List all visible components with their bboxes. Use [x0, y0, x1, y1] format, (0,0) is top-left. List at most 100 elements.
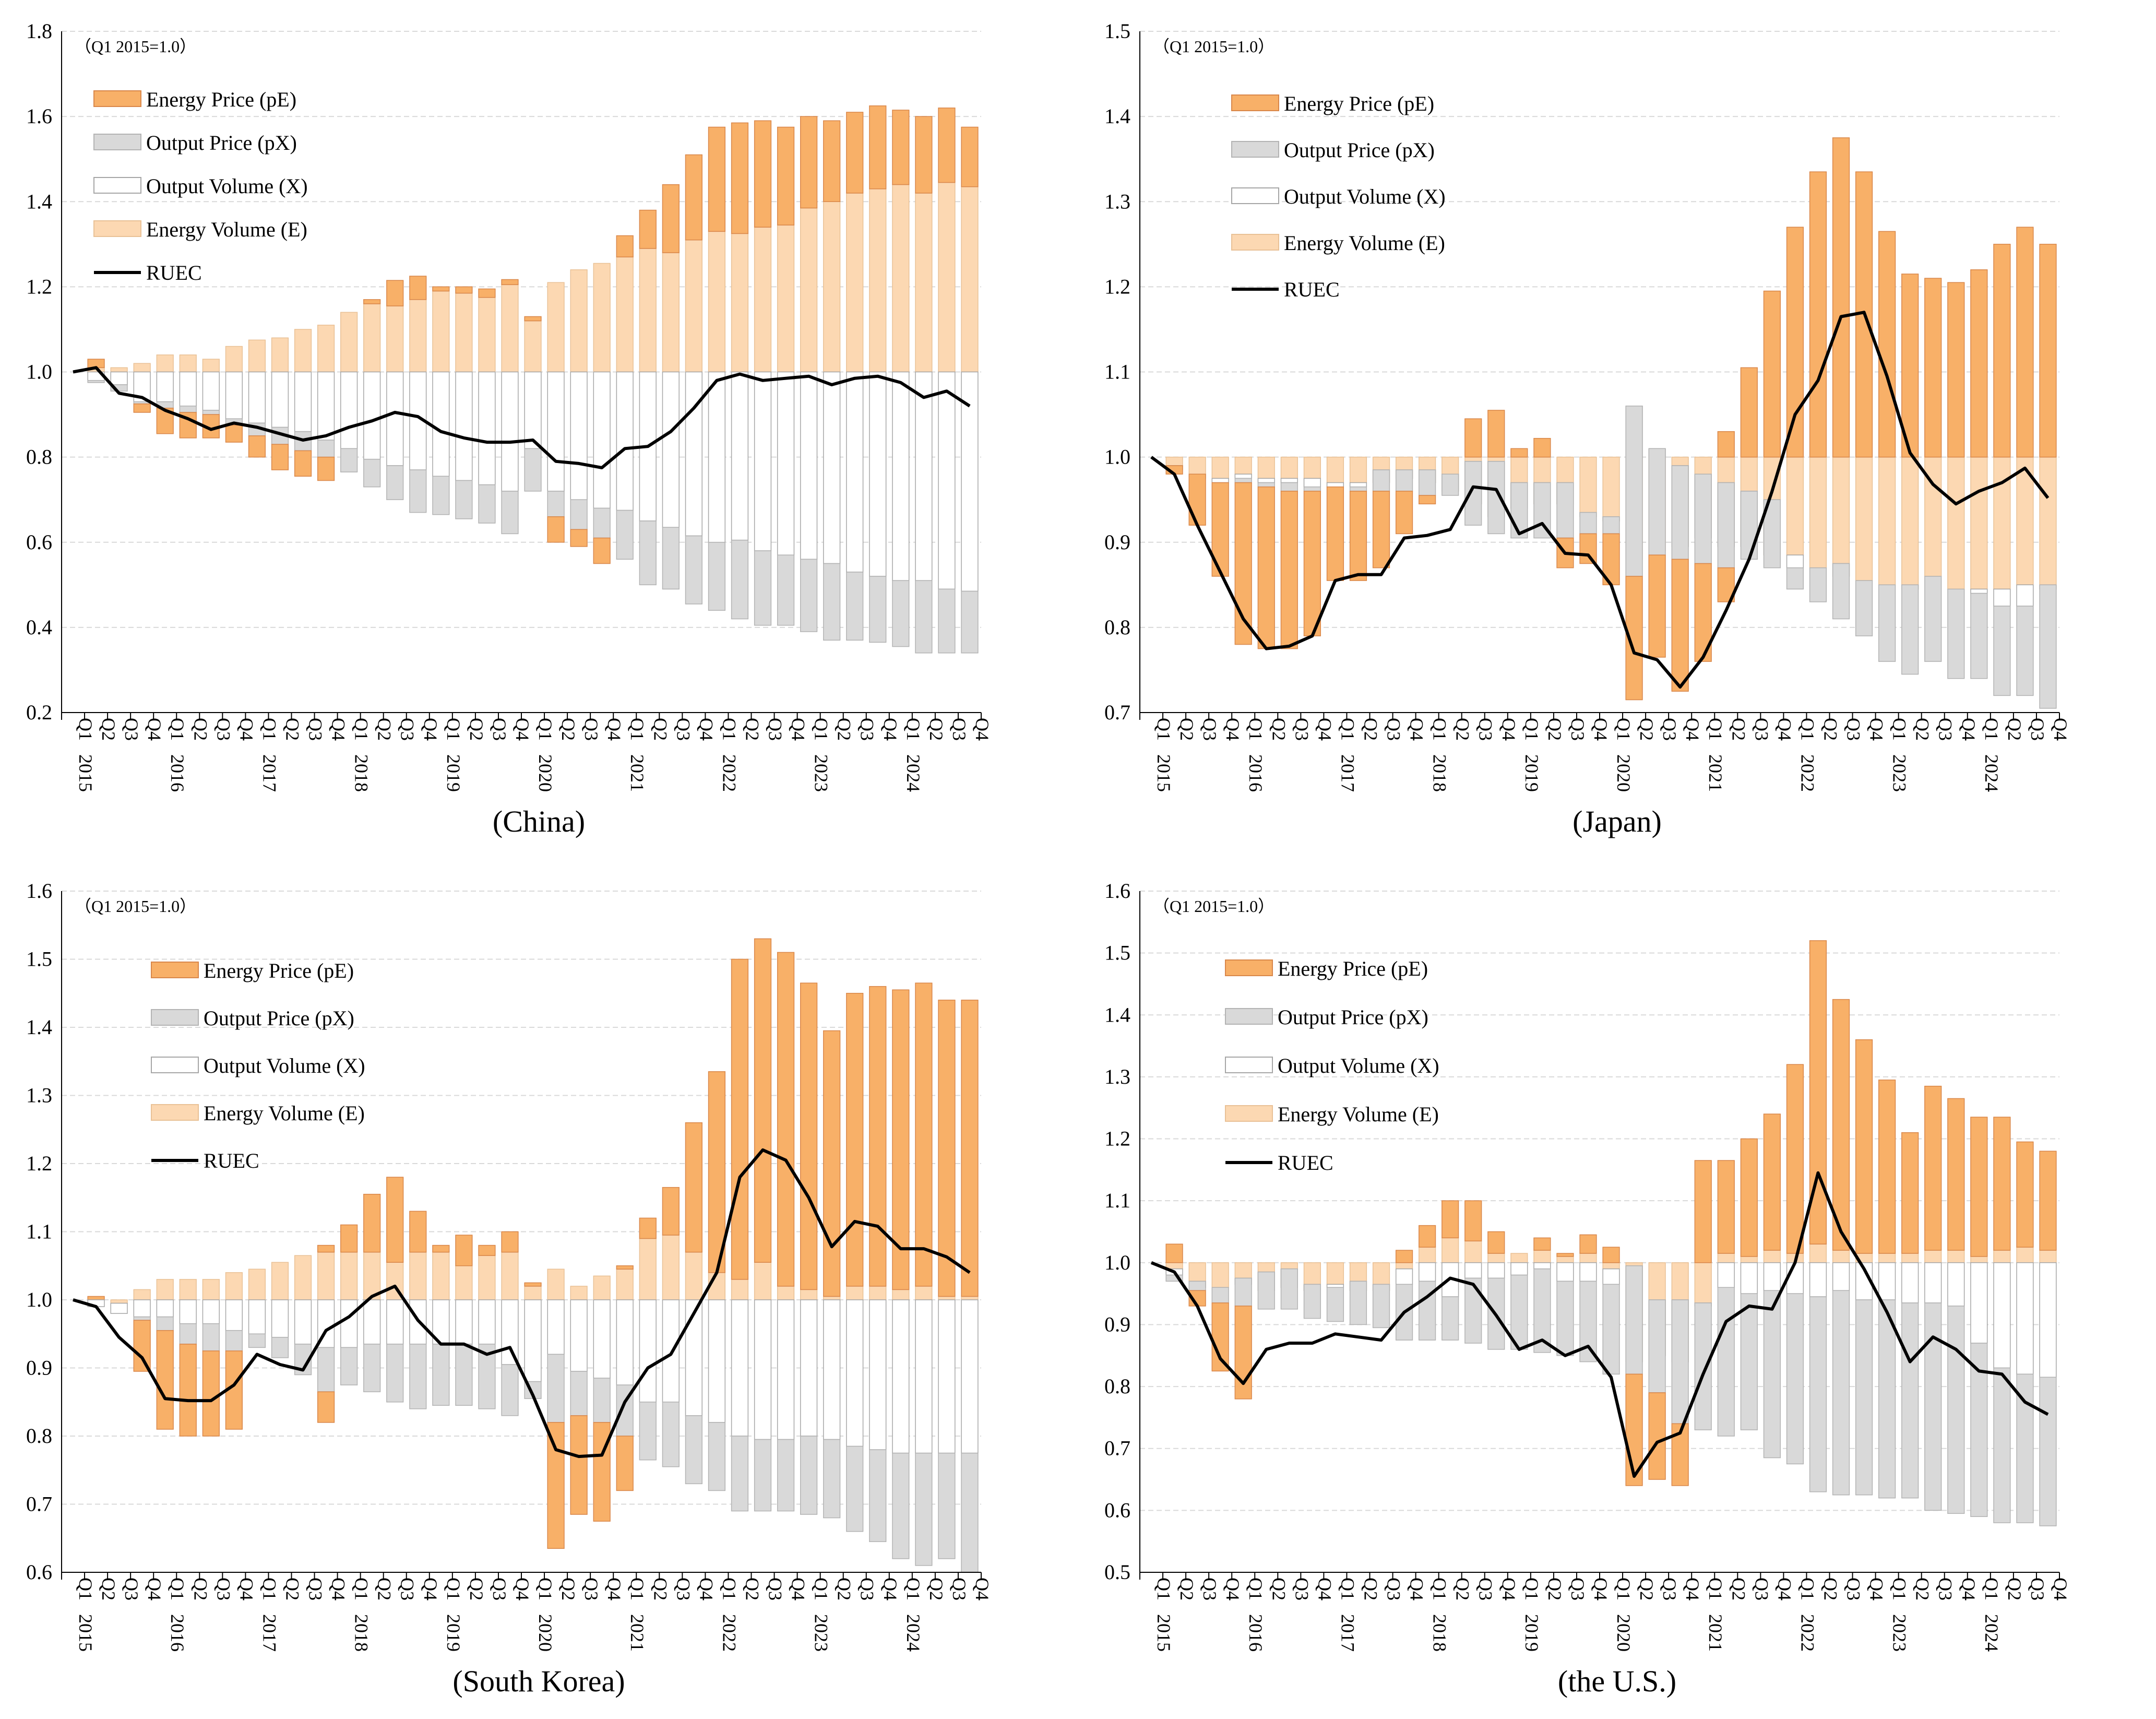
bar-energy-volume	[1556, 1256, 1574, 1263]
bar-energy-price	[1763, 1113, 1781, 1251]
legend-label-ruec: RUEC	[204, 1149, 259, 1172]
bar-output-price	[1442, 473, 1459, 496]
bar-energy-volume	[1832, 1250, 1850, 1263]
x-year-label: 2016	[1245, 1614, 1266, 1652]
bar-energy-price	[616, 1436, 634, 1491]
x-year-label: 2020	[535, 1614, 556, 1652]
bar-energy-volume	[1901, 1253, 1919, 1263]
x-quarter-label: Q1	[1613, 1578, 1634, 1601]
x-quarter-label: Q4	[236, 1578, 257, 1601]
bar-output-price	[731, 539, 749, 620]
bar-output-volume	[294, 371, 312, 432]
bar-output-volume	[869, 1299, 887, 1450]
x-year-label: 2020	[1613, 1614, 1634, 1652]
bar-energy-volume	[478, 297, 496, 373]
x-quarter-label: Q3	[121, 718, 142, 741]
bar-energy-price	[1878, 1080, 1896, 1254]
x-quarter-label: Q4	[1498, 718, 1519, 741]
bar-output-price	[961, 1452, 979, 1573]
bar-output-volume	[547, 371, 565, 492]
bar-energy-volume	[1924, 1250, 1942, 1263]
x-quarter-label: Q4	[696, 1578, 717, 1601]
x-quarter-label: Q4	[328, 1578, 349, 1601]
bar-output-volume	[800, 371, 818, 560]
legend-label-energy-volume-e: Energy Volume (E)	[1284, 231, 1445, 255]
bar-output-price	[1464, 461, 1482, 526]
bar-output-volume	[1878, 1262, 1896, 1300]
x-quarter-label: Q4	[972, 1578, 993, 1601]
bar-output-price	[1717, 1287, 1735, 1437]
bar-output-price	[432, 1344, 450, 1406]
bar-output-volume	[271, 371, 289, 428]
bar-output-volume	[639, 1299, 657, 1403]
x-quarter-label: Q1	[259, 718, 280, 741]
bar-output-price	[961, 590, 979, 654]
bar-energy-volume	[156, 354, 174, 373]
bar-output-price	[547, 491, 565, 517]
bar-energy-price	[823, 120, 841, 202]
bar-output-volume	[1579, 1262, 1597, 1282]
bar-energy-price	[1257, 486, 1275, 649]
bar-output-volume	[754, 1299, 772, 1440]
x-quarter-label: Q4	[144, 718, 165, 741]
caption-china: (China)	[492, 804, 586, 838]
x-quarter-label: Q4	[1958, 1578, 1979, 1601]
bar-output-price	[1464, 1277, 1482, 1344]
y-tick-label: 1.3	[1104, 189, 1130, 213]
bar-output-volume	[1419, 1262, 1436, 1282]
bar-energy-price	[823, 1030, 841, 1297]
bar-energy-price	[1832, 137, 1850, 458]
bar-output-volume	[1993, 1262, 2011, 1369]
bar-output-volume	[386, 371, 404, 466]
bar-output-price	[1924, 1302, 1942, 1511]
bar-output-price	[938, 1452, 956, 1559]
bar-output-price	[1832, 563, 1850, 620]
bar-energy-volume	[1211, 456, 1229, 479]
bar-energy-price	[478, 1244, 496, 1256]
bar-energy-price	[1349, 491, 1367, 581]
x-year-label: 2023	[1889, 1614, 1910, 1652]
bar-energy-volume	[248, 1268, 266, 1300]
bar-energy-volume	[455, 292, 473, 373]
bar-energy-volume	[294, 329, 312, 373]
x-year-label: 2020	[535, 754, 556, 792]
bar-energy-price	[1579, 1234, 1597, 1254]
bar-energy-volume	[1970, 456, 1988, 590]
bar-output-price	[662, 527, 680, 590]
x-quarter-label: Q1	[1153, 718, 1174, 741]
bar-output-price	[754, 550, 772, 626]
bar-energy-price	[2016, 1141, 2034, 1248]
bar-energy-price	[961, 126, 979, 187]
bar-energy-volume	[2016, 456, 2034, 586]
y-tick-label: 1.4	[1104, 1003, 1130, 1026]
x-quarter-label: Q2	[98, 718, 119, 741]
bar-output-price	[1234, 1277, 1252, 1307]
x-quarter-label: Q1	[75, 1578, 96, 1601]
x-quarter-label: Q2	[98, 1578, 119, 1601]
x-quarter-label: Q1	[719, 718, 740, 741]
x-quarter-label: Q1	[75, 718, 96, 741]
bar-output-price	[1625, 1265, 1643, 1375]
bar-energy-price	[340, 1224, 358, 1253]
bar-output-price	[1280, 1268, 1298, 1310]
bar-energy-volume	[777, 1286, 795, 1300]
y-tick-label: 1.2	[26, 1152, 52, 1175]
bar-energy-volume	[639, 1238, 657, 1300]
x-quarter-label: Q3	[949, 718, 970, 741]
legend-label-output-volume-x: Output Volume (X)	[146, 174, 308, 198]
bar-energy-price	[892, 989, 910, 1290]
bar-energy-volume	[1579, 1253, 1597, 1263]
x-quarter-label: Q2	[1820, 718, 1841, 741]
bar-output-price	[639, 520, 657, 586]
bar-energy-volume	[133, 1289, 151, 1300]
legend-label-energy-volume-e: Energy Volume (E)	[1278, 1102, 1439, 1126]
legend-swatch-output-volume-x	[1231, 187, 1279, 204]
bar-energy-volume	[731, 233, 749, 373]
x-quarter-label: Q4	[144, 1578, 165, 1601]
x-quarter-label: Q3	[857, 1578, 878, 1601]
bar-energy-volume	[892, 1289, 910, 1300]
x-year-label: 2024	[903, 1614, 924, 1652]
bar-energy-volume	[225, 346, 243, 373]
bar-output-price	[1625, 406, 1643, 577]
